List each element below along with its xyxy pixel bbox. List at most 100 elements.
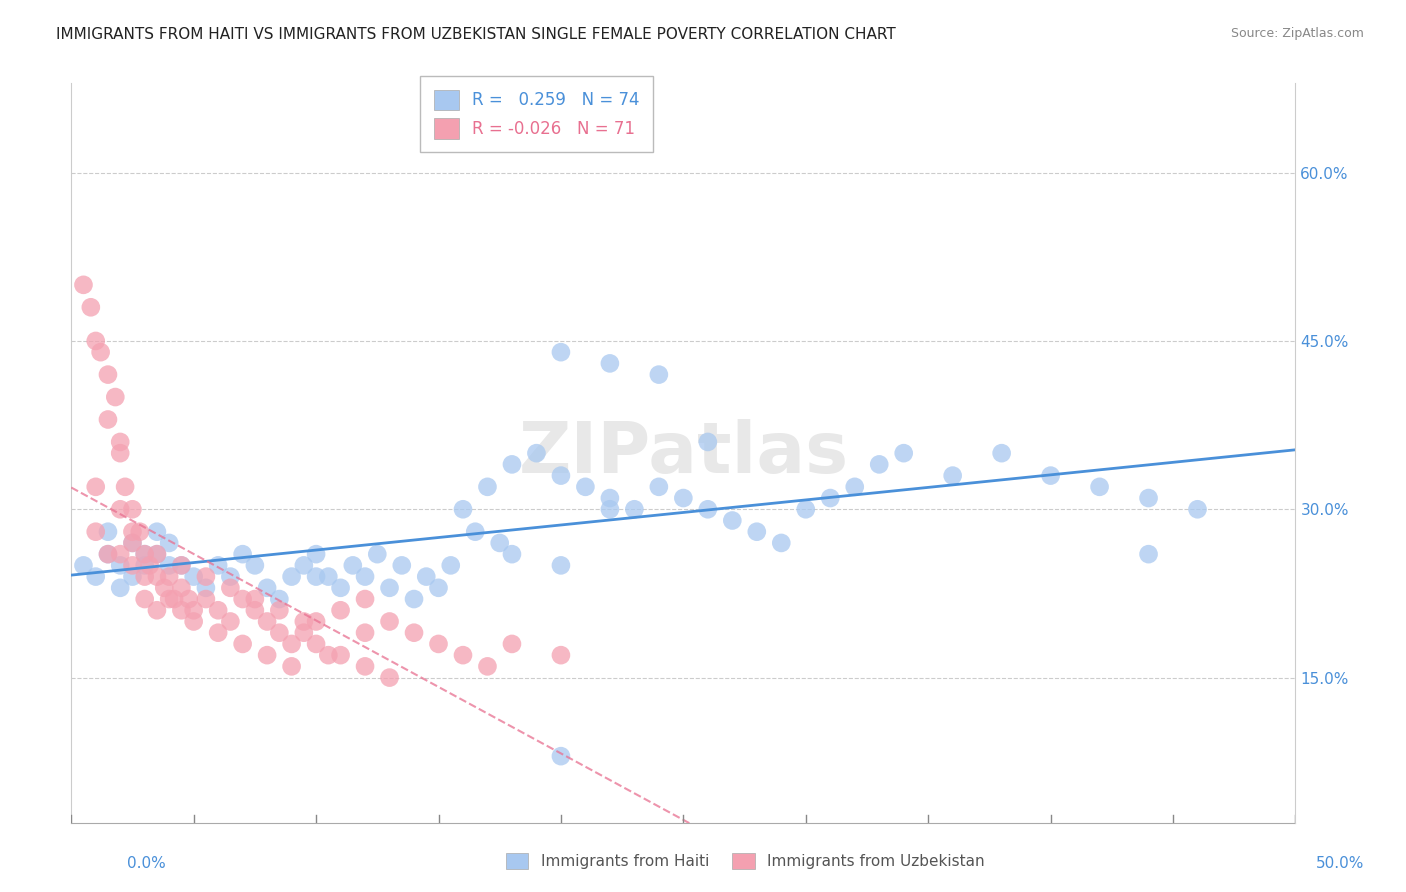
Point: [366, 547, 388, 561]
Point: [599, 502, 621, 516]
Point: [84, 524, 107, 539]
Point: [121, 502, 143, 516]
Point: [108, 502, 131, 516]
Point: [318, 569, 340, 583]
Point: [745, 524, 768, 539]
Point: [121, 569, 143, 583]
Point: [378, 581, 401, 595]
Point: [354, 659, 377, 673]
Point: [157, 592, 180, 607]
Point: [696, 502, 718, 516]
Point: [121, 558, 143, 573]
Point: [170, 558, 193, 573]
Point: [354, 569, 377, 583]
Point: [146, 603, 169, 617]
Point: [1039, 468, 1062, 483]
Point: [72, 277, 94, 292]
Point: [146, 524, 169, 539]
Point: [157, 558, 180, 573]
Point: [770, 536, 793, 550]
Point: [794, 502, 817, 516]
Point: [477, 659, 499, 673]
Point: [501, 458, 523, 472]
Point: [1187, 502, 1209, 516]
Point: [146, 547, 169, 561]
Point: [243, 603, 266, 617]
Point: [599, 491, 621, 505]
Point: [942, 468, 965, 483]
Point: [305, 637, 328, 651]
Point: [820, 491, 842, 505]
Point: [269, 603, 291, 617]
Point: [194, 592, 217, 607]
Point: [84, 569, 107, 583]
Point: [427, 581, 450, 595]
Point: [84, 480, 107, 494]
Point: [440, 558, 463, 573]
Point: [138, 558, 160, 573]
Point: [243, 592, 266, 607]
Point: [427, 637, 450, 651]
Point: [183, 603, 205, 617]
Point: [477, 480, 499, 494]
Point: [108, 446, 131, 460]
Point: [488, 536, 510, 550]
Point: [194, 569, 217, 583]
Point: [501, 637, 523, 651]
Point: [157, 536, 180, 550]
Point: [648, 368, 671, 382]
Point: [177, 592, 200, 607]
Point: [329, 648, 352, 662]
Point: [232, 547, 254, 561]
Point: [391, 558, 413, 573]
Text: ZIPatlas: ZIPatlas: [519, 418, 848, 488]
Point: [97, 412, 120, 426]
Point: [114, 480, 136, 494]
Point: [163, 592, 186, 607]
Point: [329, 603, 352, 617]
Point: [256, 648, 278, 662]
Point: [550, 345, 572, 359]
Point: [415, 569, 437, 583]
Legend: R =   0.259   N = 74, R = -0.026   N = 71: R = 0.259 N = 74, R = -0.026 N = 71: [420, 77, 652, 152]
Point: [550, 749, 572, 764]
Point: [305, 569, 328, 583]
Point: [696, 434, 718, 449]
Legend: Immigrants from Haiti, Immigrants from Uzbekistan: Immigrants from Haiti, Immigrants from U…: [499, 847, 991, 875]
Point: [648, 480, 671, 494]
Point: [318, 648, 340, 662]
Point: [280, 637, 302, 651]
Point: [134, 592, 156, 607]
Point: [219, 615, 242, 629]
Point: [121, 536, 143, 550]
Point: [134, 558, 156, 573]
Point: [108, 547, 131, 561]
Point: [90, 345, 112, 359]
Point: [672, 491, 695, 505]
Point: [183, 569, 205, 583]
Point: [207, 603, 229, 617]
Point: [84, 334, 107, 348]
Point: [292, 558, 315, 573]
Point: [402, 592, 425, 607]
Point: [128, 524, 150, 539]
Point: [146, 569, 169, 583]
Point: [170, 603, 193, 617]
Point: [1088, 480, 1111, 494]
Point: [134, 547, 156, 561]
Point: [329, 581, 352, 595]
Point: [844, 480, 866, 494]
Point: [378, 671, 401, 685]
Point: [305, 547, 328, 561]
Text: IMMIGRANTS FROM HAITI VS IMMIGRANTS FROM UZBEKISTAN SINGLE FEMALE POVERTY CORREL: IMMIGRANTS FROM HAITI VS IMMIGRANTS FROM…: [56, 27, 896, 42]
Point: [108, 558, 131, 573]
Point: [207, 558, 229, 573]
Text: Source: ZipAtlas.com: Source: ZipAtlas.com: [1230, 27, 1364, 40]
Point: [104, 390, 127, 404]
Point: [574, 480, 596, 494]
Point: [721, 514, 744, 528]
Point: [893, 446, 915, 460]
Point: [1137, 547, 1160, 561]
Point: [153, 581, 176, 595]
Point: [170, 558, 193, 573]
